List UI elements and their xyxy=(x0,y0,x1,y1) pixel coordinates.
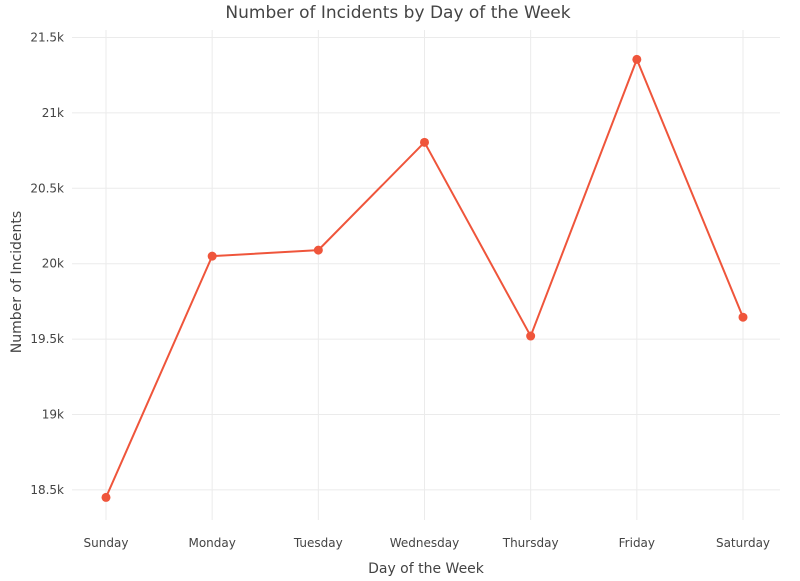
y-tick-label: 20k xyxy=(42,257,64,271)
data-point xyxy=(526,331,536,341)
x-axis-title: Day of the Week xyxy=(368,561,485,577)
x-tick-label: Friday xyxy=(619,536,655,550)
gridlines xyxy=(72,30,780,520)
y-tick-label: 20.5k xyxy=(30,181,64,195)
y-tick-label: 18.5k xyxy=(30,483,64,497)
x-tick-label: Thursday xyxy=(502,536,559,550)
y-tick-label: 21k xyxy=(42,106,64,120)
data-point xyxy=(313,245,323,255)
x-tick-label: Wednesday xyxy=(390,536,459,550)
y-tick-label: 21.5k xyxy=(30,31,64,45)
y-axis-ticks: 18.5k 19k 19.5k 20k 20.5k 21k 21.5k xyxy=(30,31,64,497)
x-tick-label: Tuesday xyxy=(293,536,343,550)
x-tick-label: Monday xyxy=(188,536,235,550)
data-point xyxy=(420,137,429,147)
series-layer xyxy=(101,54,748,502)
y-axis-title: Number of Incidents xyxy=(9,211,25,353)
x-tick-label: Sunday xyxy=(84,536,129,550)
chart-title: Number of Incidents by Day of the Week xyxy=(225,3,570,23)
data-point xyxy=(738,312,748,322)
x-tick-label: Saturday xyxy=(716,536,770,550)
data-point xyxy=(207,251,217,261)
x-axis-ticks: Sunday Monday Tuesday Wednesday Thursday Frid… xyxy=(84,536,770,550)
data-point xyxy=(632,54,642,64)
y-tick-label: 19k xyxy=(42,407,64,421)
y-tick-label: 19.5k xyxy=(30,332,64,346)
data-point xyxy=(101,492,111,502)
